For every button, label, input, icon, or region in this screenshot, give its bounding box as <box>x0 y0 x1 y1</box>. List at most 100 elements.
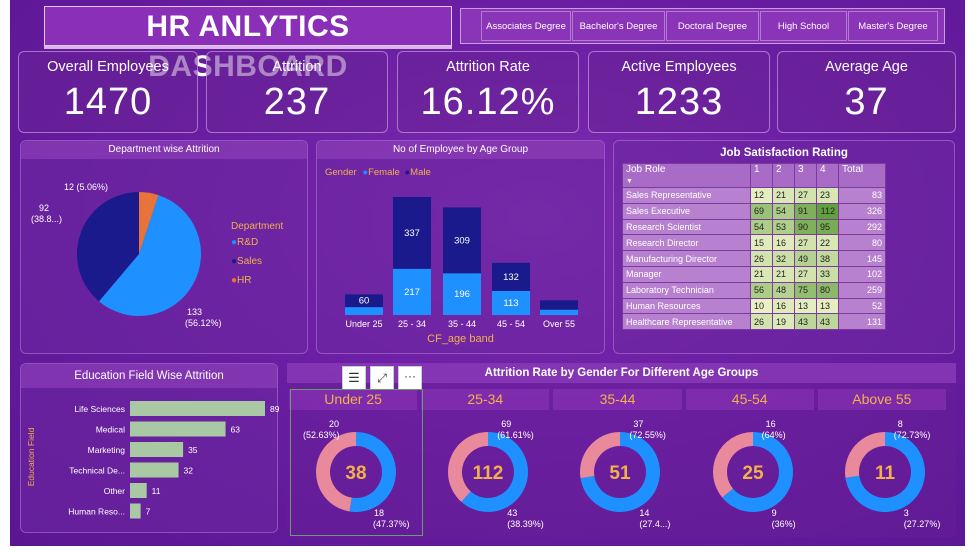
kpi-value: 237 <box>263 81 331 123</box>
bar-label-male: 60 <box>359 296 370 307</box>
dept-legend-hr[interactable]: ●HR <box>231 275 252 286</box>
more-options-icon[interactable]: ··· <box>398 366 422 390</box>
job-role-cell: Research Scientist <box>622 218 751 236</box>
legend-dot-icon: ● <box>231 237 238 248</box>
total-cell: 326 <box>838 202 886 220</box>
rating-cell: 90 <box>794 218 817 236</box>
table-row[interactable]: Sales Executive 69 54 91 112 326 <box>622 202 886 220</box>
donut-age-group-label: 45-54 <box>685 389 814 410</box>
slicer-option-associates[interactable]: Associates Degree <box>481 11 571 41</box>
dashboard-title-box: HR ANLYTICS DASHBOARD <box>44 6 452 83</box>
bar-male <box>393 197 431 269</box>
kpi-value: 16.12% <box>420 81 556 123</box>
rating-cell: 16 <box>772 297 795 315</box>
donut-label-male-pct: (72.73%) <box>893 430 931 440</box>
table-row[interactable]: Laboratory Technician 56 48 75 80 259 <box>622 281 886 299</box>
table-row[interactable]: Human Resources 10 16 13 13 52 <box>622 297 886 315</box>
slicer-option-bachelors[interactable]: Bachelor's Degree <box>572 11 665 41</box>
donut-card[interactable]: Above 55 11 8 (72.73%) 3 (27.27%) <box>817 389 946 537</box>
legend-female[interactable]: Female <box>368 167 400 178</box>
total-cell: 80 <box>838 234 886 252</box>
filter-icon[interactable]: ☰ <box>342 366 366 390</box>
bar-label-male: 132 <box>503 272 519 283</box>
bar-label-female: 113 <box>503 298 518 309</box>
donut-slice-male <box>461 432 529 512</box>
kpi-value: 37 <box>844 81 889 123</box>
donut-center-total: 38 <box>345 463 366 484</box>
rating-cell: 21 <box>750 265 773 283</box>
bar-male <box>540 300 578 310</box>
rating-cell: 38 <box>816 250 839 267</box>
slicer-option-doctoral[interactable]: Doctoral Degree <box>666 11 759 41</box>
column-header-job-role[interactable]: Job Role ▼ <box>622 163 751 188</box>
rating-cell: 69 <box>750 202 773 220</box>
table-row[interactable]: Healthcare Representative 26 19 43 43 131 <box>622 313 886 331</box>
rating-cell: 56 <box>750 281 773 299</box>
table-row[interactable]: Research Scientist 54 53 90 95 292 <box>622 218 886 236</box>
slicer-option-high-school[interactable]: High School <box>760 11 847 41</box>
legend-male[interactable]: Male <box>410 167 431 178</box>
job-role-cell: Manufacturing Director <box>622 250 751 267</box>
column-header[interactable]: 3 <box>794 163 817 188</box>
rating-cell: 91 <box>794 202 817 220</box>
pie-label-sales-count: 92 <box>39 203 50 213</box>
column-header-total[interactable]: Total <box>838 163 886 188</box>
donut-label-male-count: 69 <box>501 419 512 429</box>
department-attrition-panel: Department wise Attrition 12 (5.06%) 92 … <box>20 140 308 354</box>
donut-slice-female <box>580 432 621 479</box>
pie-label-hr: 12 (5.06%) <box>64 182 109 192</box>
rating-cell: 54 <box>772 202 795 220</box>
rating-cell: 21 <box>772 187 795 204</box>
bar-label-female: 217 <box>404 287 420 298</box>
donut-card[interactable]: 45-54 25 16 (64%) 9 (36%) <box>685 389 814 537</box>
kpi-card-active-employees: Active Employees 1233 <box>588 51 770 133</box>
donut-label-female-count: 9 <box>771 508 777 518</box>
donut-chart: 112 <box>448 432 529 512</box>
bar-male <box>345 294 383 308</box>
legend-dot-icon: ● <box>231 256 238 267</box>
donut-age-group-label: Above 55 <box>817 389 946 410</box>
panel-title: Job Satisfaction Rating <box>720 147 848 159</box>
rating-cell: 13 <box>816 297 839 315</box>
rating-cell: 54 <box>750 218 773 236</box>
bar-male <box>443 207 481 274</box>
rating-cell: 53 <box>772 218 795 236</box>
column-header[interactable]: 1 <box>750 163 773 188</box>
education-attrition-panel: Education Field Wise Attrition Education… <box>20 363 279 533</box>
bar-female <box>540 309 578 315</box>
donut-card[interactable]: Under 25 38 20 (52.63%) 18 (47.37%) <box>289 389 418 537</box>
table-row[interactable]: Sales Representative 12 21 27 23 83 <box>622 187 886 204</box>
donut-slice-female <box>712 432 753 498</box>
slicer-option-masters[interactable]: Master's Degree <box>848 11 938 41</box>
pie-label-rd-pct: (56.12%) <box>185 318 222 328</box>
donut-center-total: 51 <box>610 463 632 484</box>
rating-cell: 32 <box>772 250 795 267</box>
donut-age-group-label: 35-44 <box>553 389 682 410</box>
rating-cell: 49 <box>794 250 817 267</box>
bar-female <box>492 290 530 315</box>
pie-slice-hr <box>139 192 159 254</box>
rating-cell: 80 <box>816 281 839 299</box>
pie-slice-rd <box>98 195 201 316</box>
rating-cell: 48 <box>772 281 795 299</box>
y-tick-label: Other <box>104 486 125 496</box>
kpi-card-overall-employees: Overall Employees 1470 <box>18 51 198 133</box>
table-row[interactable]: Manufacturing Director 26 32 49 38 145 <box>622 250 886 267</box>
donut-card[interactable]: 25-34 112 69 (61.61%) 43 (38.39%) <box>421 389 550 537</box>
dept-legend-sales[interactable]: ●Sales <box>231 256 262 267</box>
focus-mode-icon[interactable]: ⤢ <box>370 366 394 390</box>
column-header[interactable]: 2 <box>772 163 795 188</box>
dept-legend-rd[interactable]: ●R&D <box>231 237 258 248</box>
rating-cell: 112 <box>816 202 839 220</box>
table-row[interactable]: Manager 21 21 27 33 102 <box>622 265 886 283</box>
rating-cell: 26 <box>750 250 773 267</box>
donut-card[interactable]: 35-44 51 37 (72.55%) 14 (27.4...) <box>553 389 682 537</box>
donut-section: Attrition Rate by Gender For Different A… <box>287 363 956 537</box>
kpi-label: Average Age <box>825 59 908 75</box>
column-header[interactable]: 4 <box>816 163 839 188</box>
bar-label-male: 337 <box>404 228 420 239</box>
table-row[interactable]: Research Director 15 16 27 22 80 <box>622 234 886 252</box>
rating-cell: 75 <box>794 281 817 299</box>
education-slicer: Associates Degree Bachelor's Degree Doct… <box>460 8 945 44</box>
total-cell: 145 <box>838 250 886 267</box>
